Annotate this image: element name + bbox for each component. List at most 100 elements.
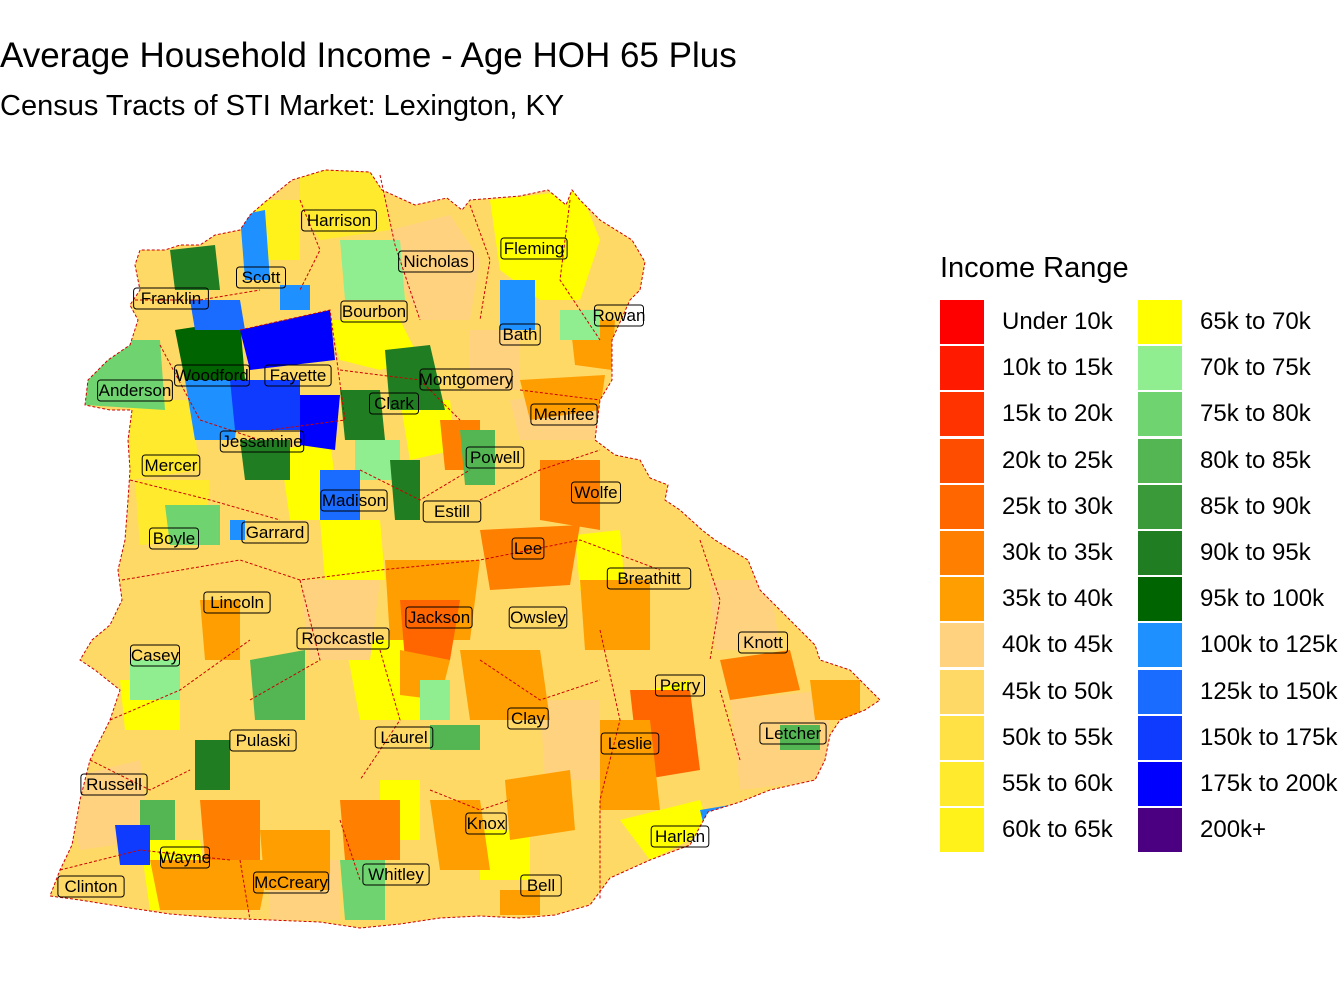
county-label: Harrison: [301, 209, 377, 232]
county-label: Perry: [655, 674, 705, 697]
county-label: Leslie: [600, 732, 660, 755]
county-label: Boyle: [149, 527, 199, 550]
county-label-text: Harrison: [307, 211, 371, 230]
county-label-box: [465, 446, 525, 469]
tract-fills: [60, 170, 860, 920]
county-label: Bourbon: [340, 300, 408, 323]
tract: [320, 520, 385, 580]
tract: [240, 210, 270, 280]
legend-swatch: [1138, 762, 1182, 806]
county-label: Knott: [738, 631, 788, 654]
tract: [115, 825, 150, 865]
legend-label: 60k to 65k: [1002, 816, 1113, 844]
county-label-box: [650, 825, 710, 848]
county-label-text: Owsley: [510, 608, 566, 627]
county-label-box: [203, 591, 271, 614]
county-label-box: [571, 481, 621, 504]
tract: [250, 650, 305, 720]
legend-label: 25k to 30k: [1002, 492, 1113, 520]
legend-label: 125k to 150k: [1200, 677, 1338, 705]
tract: [320, 470, 360, 520]
county-label-text: Leslie: [608, 734, 652, 753]
county-label-box: [236, 266, 286, 289]
tract: [185, 380, 240, 440]
county-label-text: Bath: [503, 325, 538, 344]
legend-label: 85k to 90k: [1200, 492, 1311, 520]
tract: [230, 380, 300, 430]
legend-label: 95k to 100k: [1200, 585, 1325, 613]
county-label: Wolfe: [571, 481, 621, 504]
county-label: Owsley: [508, 606, 568, 629]
county-label-text: Bell: [527, 876, 555, 895]
county-label-text: Scott: [242, 268, 281, 287]
legend-swatch: [940, 438, 984, 483]
tract: [400, 600, 460, 660]
county-label-text: Rowan: [593, 306, 646, 325]
county-label-box: [520, 874, 562, 897]
county-label-box: [301, 209, 377, 232]
county-label: Casey: [130, 644, 180, 667]
county-label-text: Laurel: [380, 728, 427, 747]
county-label-box: [530, 403, 598, 426]
county-label-text: Knott: [743, 633, 783, 652]
tract: [540, 460, 600, 530]
legend-swatch: [940, 808, 984, 853]
legend-label: 175k to 200k: [1200, 770, 1338, 797]
tract: [505, 770, 575, 840]
tract: [300, 170, 390, 240]
county-label-text: Letcher: [765, 724, 822, 743]
county-label-box: [174, 364, 250, 387]
county-label-text: Powell: [470, 448, 520, 467]
county-label-box: [160, 846, 210, 869]
legend-label: Under 10k: [1002, 308, 1113, 335]
legend-label: 35k to 40k: [1002, 585, 1113, 613]
county-label: Woodford: [174, 364, 250, 387]
county-label-box: [405, 606, 473, 629]
county-label: Rockcastle: [296, 627, 390, 650]
county-label-text: Fayette: [270, 366, 327, 385]
legend-swatch: [940, 715, 984, 760]
legend-label: 200k+: [1200, 816, 1267, 844]
legend-swatch: [940, 669, 984, 714]
county-label: Knox: [465, 812, 507, 835]
tract: [500, 280, 535, 330]
county-label: Estill: [422, 500, 482, 523]
county-label: Franklin: [133, 287, 209, 310]
county-label-text: Breathitt: [617, 569, 681, 588]
county-label-text: Fleming: [504, 239, 564, 258]
tract: [195, 740, 230, 790]
legend-swatch: [1138, 438, 1182, 483]
legend-swatch: [1138, 808, 1182, 853]
tract: [340, 800, 400, 860]
county-label-text: Montgomery: [419, 370, 514, 389]
tract: [490, 190, 600, 300]
county-label: Montgomery: [419, 368, 514, 391]
county-label-box: [398, 250, 474, 273]
county-label-text: Jackson: [408, 608, 470, 627]
county-label-text: Madison: [322, 491, 386, 510]
county-label: Russell: [80, 773, 148, 796]
county-label-text: Lincoln: [210, 593, 264, 612]
tract: [540, 700, 600, 780]
county-label-box: [374, 726, 434, 749]
tract: [420, 680, 450, 720]
county-label: Letcher: [759, 722, 827, 745]
legend-swatch: [1138, 392, 1182, 437]
county-label: Lincoln: [203, 591, 271, 614]
tract: [165, 505, 220, 545]
county-label-box: [241, 521, 309, 544]
tract: [575, 530, 625, 590]
legend-swatch: [940, 300, 984, 344]
county-label-text: McCreary: [254, 873, 328, 892]
county-label-box: [465, 812, 507, 835]
county-label-box: [340, 300, 408, 323]
county-label: Clark: [369, 392, 419, 415]
tract: [385, 345, 445, 410]
legend-swatch: [940, 762, 984, 806]
county-label-box: [508, 606, 568, 629]
county-label: Powell: [465, 446, 525, 469]
county-label: Clinton: [57, 875, 125, 898]
legend-swatch: [1138, 531, 1182, 575]
tract: [200, 600, 240, 660]
county-label: Wayne: [159, 846, 211, 869]
